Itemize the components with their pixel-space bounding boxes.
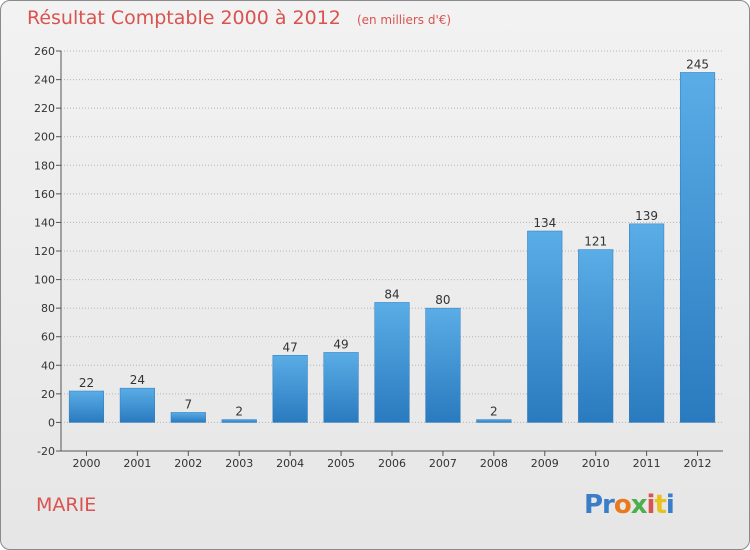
proxiti-logo: Proxiti [584, 490, 675, 520]
x-tick-label: 2003 [225, 457, 253, 470]
value-label: 121 [584, 235, 607, 249]
value-label: 24 [130, 373, 145, 387]
bar-2011 [629, 223, 665, 423]
y-tick-label: 40 [41, 359, 55, 372]
bar-2004 [272, 355, 308, 423]
bar-2008 [476, 419, 512, 423]
commune-name: MARIE [36, 494, 97, 516]
bar-2002 [170, 412, 206, 423]
logo-part: Pr [584, 490, 615, 520]
logo-part: i [665, 490, 675, 520]
value-label: 84 [384, 287, 399, 301]
value-label: 49 [333, 337, 348, 351]
logo-part: t [654, 490, 666, 520]
logo-part: x [630, 490, 648, 520]
value-label: 22 [79, 376, 94, 390]
value-label: 2 [235, 405, 243, 419]
x-tick-label: 2005 [327, 457, 355, 470]
value-label: 80 [435, 293, 450, 307]
bar-2010 [578, 249, 614, 423]
bar-2003 [221, 419, 257, 423]
title-text: Résultat Comptable 2000 à 2012 [27, 7, 341, 29]
y-tick-label: 240 [34, 74, 55, 87]
y-tick-label: 220 [34, 102, 55, 115]
y-tick-label: 80 [41, 302, 55, 315]
x-tick-label: 2004 [276, 457, 304, 470]
logo-part: i [646, 490, 656, 520]
chart-title: Résultat Comptable 2000 à 2012 (en milli… [27, 7, 451, 29]
x-tick-label: 2010 [582, 457, 610, 470]
y-tick-label: 140 [34, 216, 55, 229]
y-tick-label: 100 [34, 274, 55, 287]
y-tick-label: 20 [41, 388, 55, 401]
y-tick-label: 260 [34, 45, 55, 58]
bar-2009 [527, 230, 563, 423]
x-tick-label: 2009 [531, 457, 559, 470]
value-label: 245 [686, 57, 709, 71]
value-label: 139 [635, 209, 658, 223]
y-tick-label: 120 [34, 245, 55, 258]
value-label: 2 [490, 405, 498, 419]
subtitle-text: (en milliers d'€) [356, 13, 452, 27]
y-tick-label: 160 [34, 188, 55, 201]
value-label: 134 [533, 216, 556, 230]
x-tick-label: 2002 [174, 457, 202, 470]
y-tick-label: 60 [41, 331, 55, 344]
bar-2012 [679, 72, 716, 423]
bar-2000 [68, 390, 105, 423]
x-tick-label: 2000 [72, 457, 100, 470]
value-label: 47 [283, 340, 298, 354]
bar-2006 [374, 302, 410, 423]
y-tick-label: 0 [48, 416, 55, 429]
x-tick-label: 2008 [480, 457, 508, 470]
y-tick-label: -20 [37, 445, 55, 458]
logo-part: o [613, 490, 632, 520]
bar-2005 [323, 352, 359, 423]
x-tick-label: 2012 [684, 457, 712, 470]
x-tick-label: 2006 [378, 457, 406, 470]
bar-2001 [119, 387, 155, 423]
x-tick-label: 2007 [429, 457, 457, 470]
y-tick-label: 200 [34, 131, 55, 144]
bar-2007 [425, 307, 461, 423]
x-tick-label: 2001 [123, 457, 151, 470]
y-tick-label: 180 [34, 159, 55, 172]
x-tick-label: 2011 [633, 457, 661, 470]
value-label: 7 [184, 397, 192, 411]
